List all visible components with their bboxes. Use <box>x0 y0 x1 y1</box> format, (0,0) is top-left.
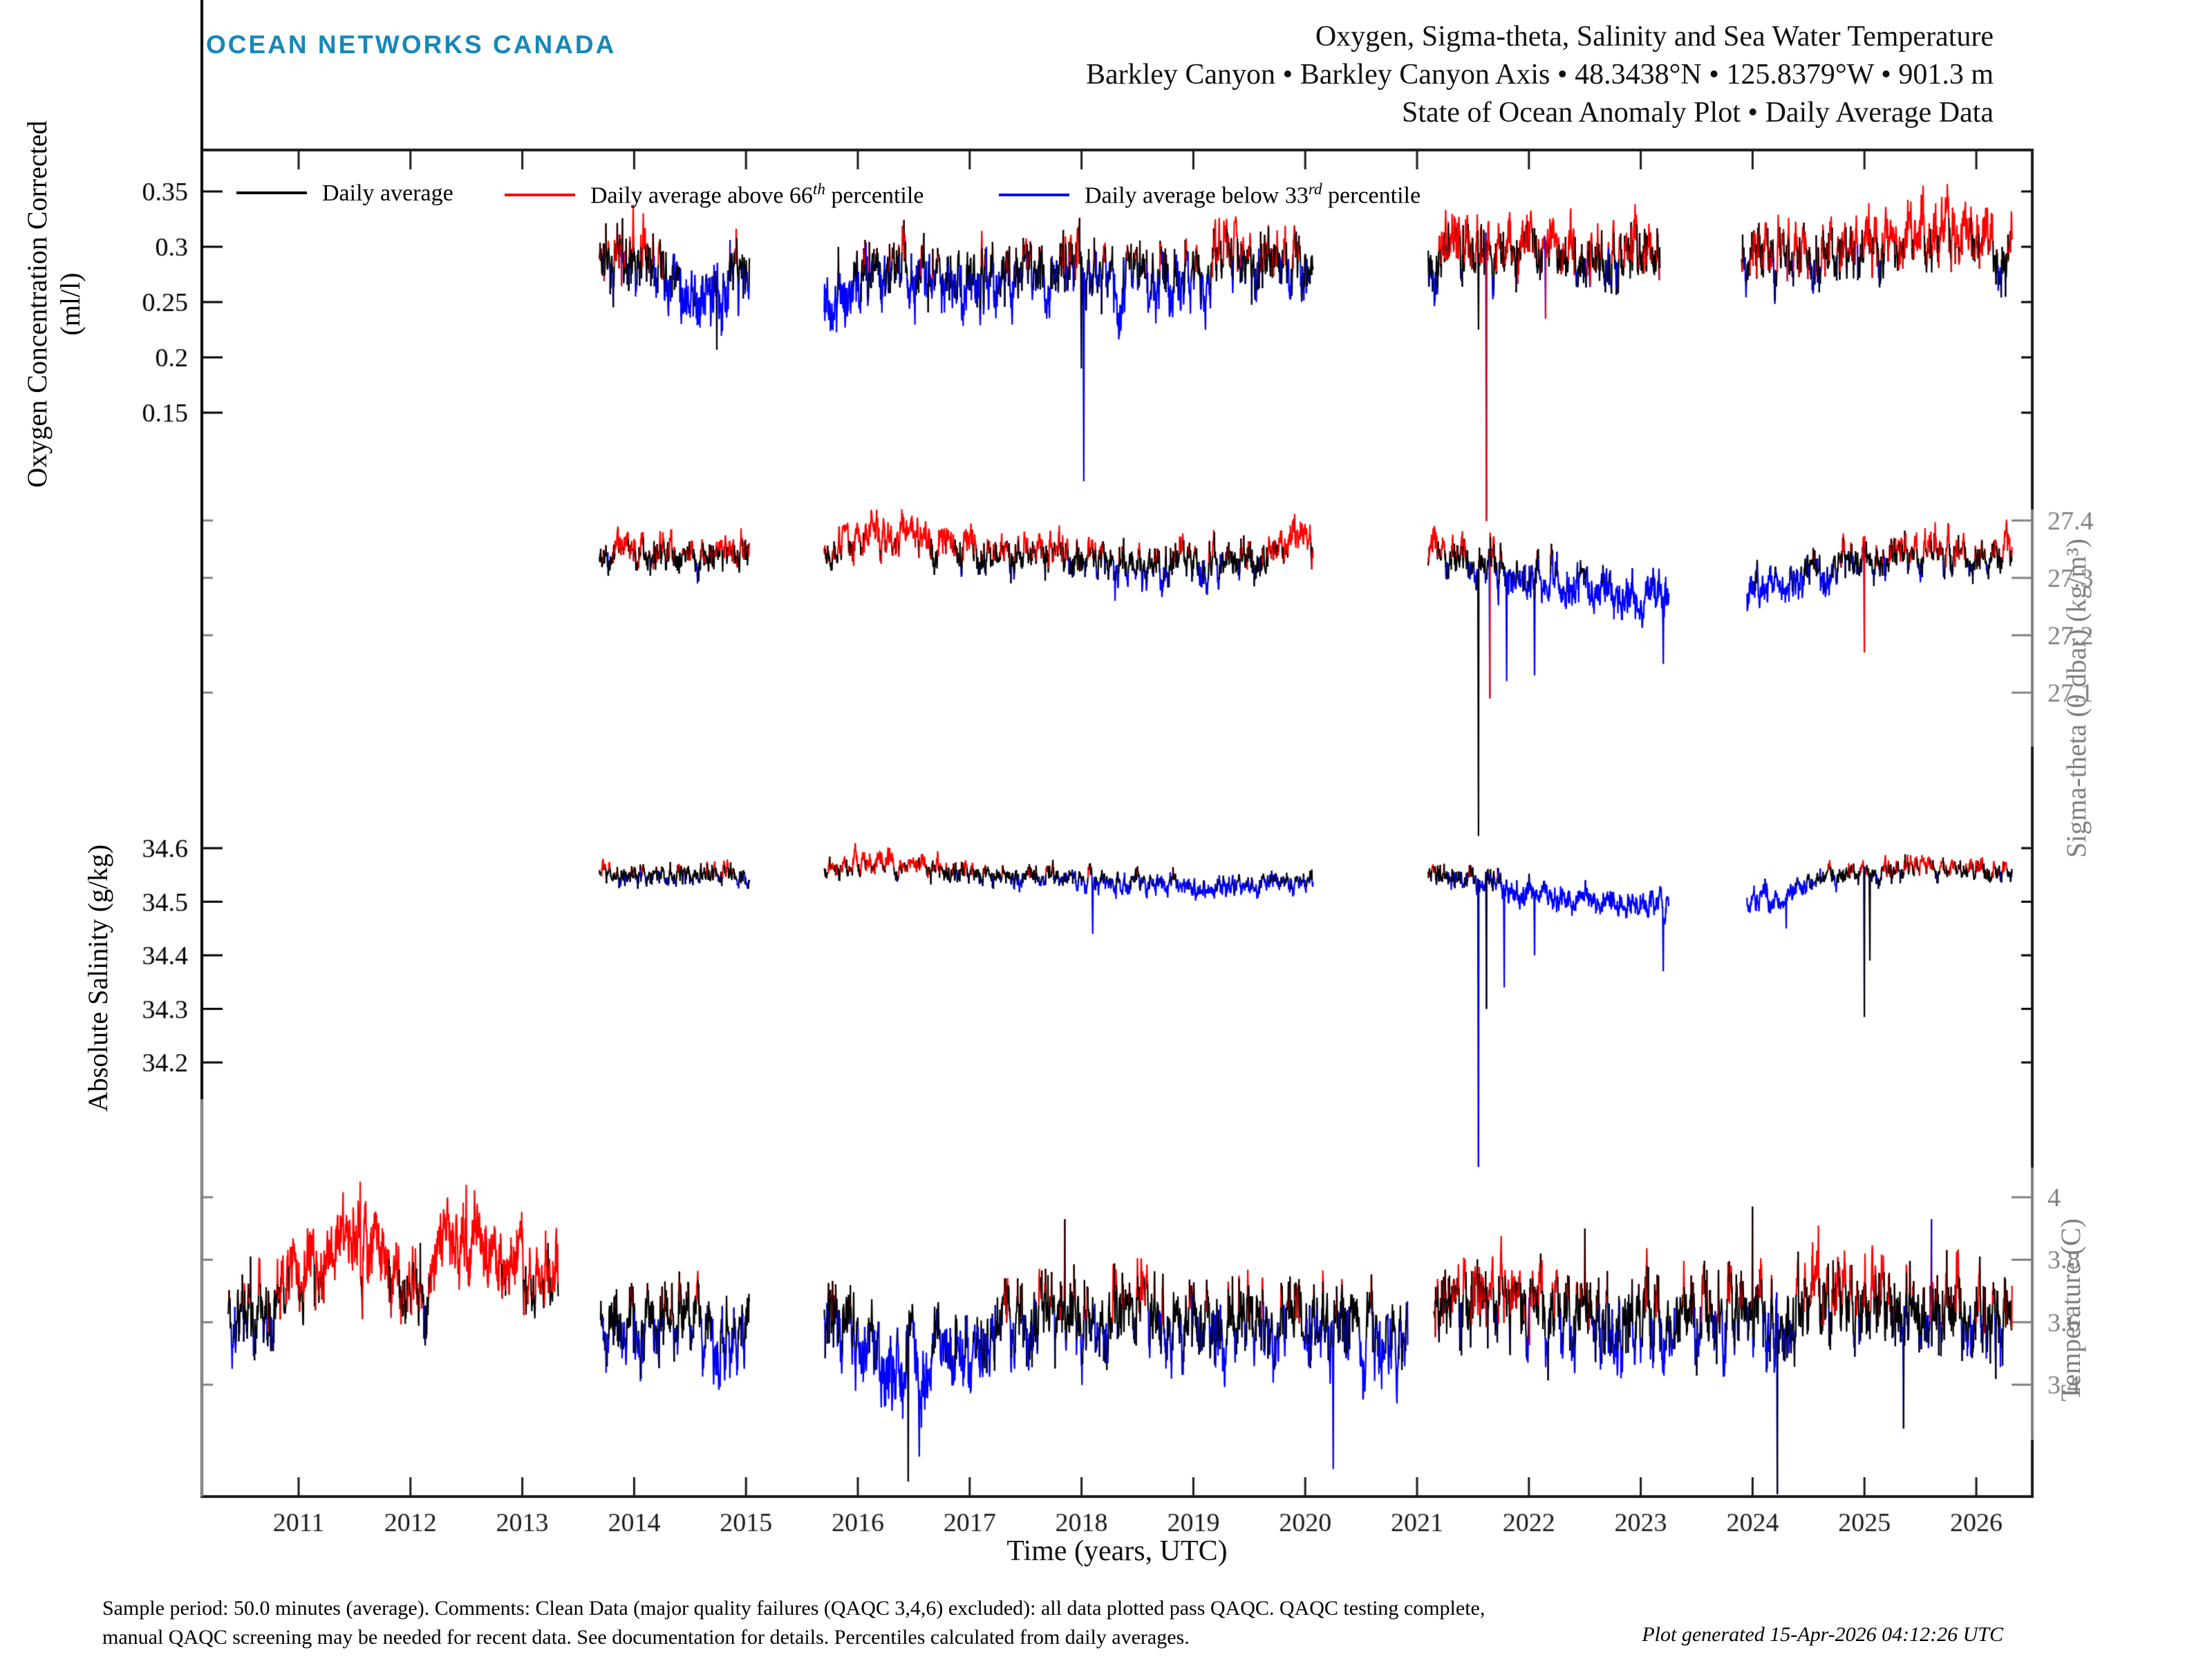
onc-logo: OCEAN NETWORKS CANADA <box>206 30 617 59</box>
legend-swatch-blue-line <box>999 194 1069 197</box>
plot-title-line1: Oxygen, Sigma-theta, Salinity and Sea Wa… <box>1315 21 1994 53</box>
footer-line1: Sample period: 50.0 minutes (average). C… <box>102 1597 1485 1620</box>
x-axis-label: Time (years, UTC) <box>1006 1535 1228 1567</box>
legend-item-above-66th: Daily average above 66th percentile <box>505 180 924 211</box>
plot-title-line3: State of Ocean Anomaly Plot • Daily Aver… <box>1401 97 1994 129</box>
legend-label-below-prefix: Daily average below 33 <box>1085 182 1309 209</box>
legend-item-daily-average: Daily average <box>236 180 453 211</box>
y-axis-label-oxygen: Oxygen Concentration Corrected (ml/l) <box>21 41 87 567</box>
y-axis-label-salinity: Absolute Salinity (g/kg) <box>82 844 113 1112</box>
legend-label-above-suffix: percentile <box>825 182 924 209</box>
legend-item-below-33rd: Daily average below 33rd percentile <box>999 180 1421 211</box>
y-axis-label-oxygen-line1: Oxygen Concentration Corrected <box>21 120 53 488</box>
legend-label-below-sup: rd <box>1308 180 1322 198</box>
legend-swatch-black-line <box>236 191 307 194</box>
footer-line2: manual QAQC screening may be needed for … <box>102 1626 1190 1649</box>
generated-timestamp: Plot generated 15-Apr-2026 04:12:26 UTC <box>1642 1623 2003 1646</box>
legend-label-below-suffix: percentile <box>1322 182 1421 209</box>
legend-label-daily-average: Daily average <box>322 180 453 206</box>
legend-label-above-prefix: Daily average above 66 <box>590 182 813 209</box>
plot-title-line2: Barkley Canyon • Barkley Canyon Axis • 4… <box>1085 59 1994 91</box>
y-axis-label-sigma-theta: Sigma-theta (0 dbar) (kg/m³) <box>2061 538 2092 858</box>
legend-swatch-red-line <box>505 194 575 197</box>
y-axis-label-oxygen-line2: (ml/l) <box>55 272 86 336</box>
legend-label-above-sup: th <box>812 180 825 198</box>
plot-title-block: Oxygen, Sigma-theta, Salinity and Sea Wa… <box>1086 18 1994 132</box>
y-axis-label-temperature: Temperature (C) <box>2055 1218 2086 1402</box>
